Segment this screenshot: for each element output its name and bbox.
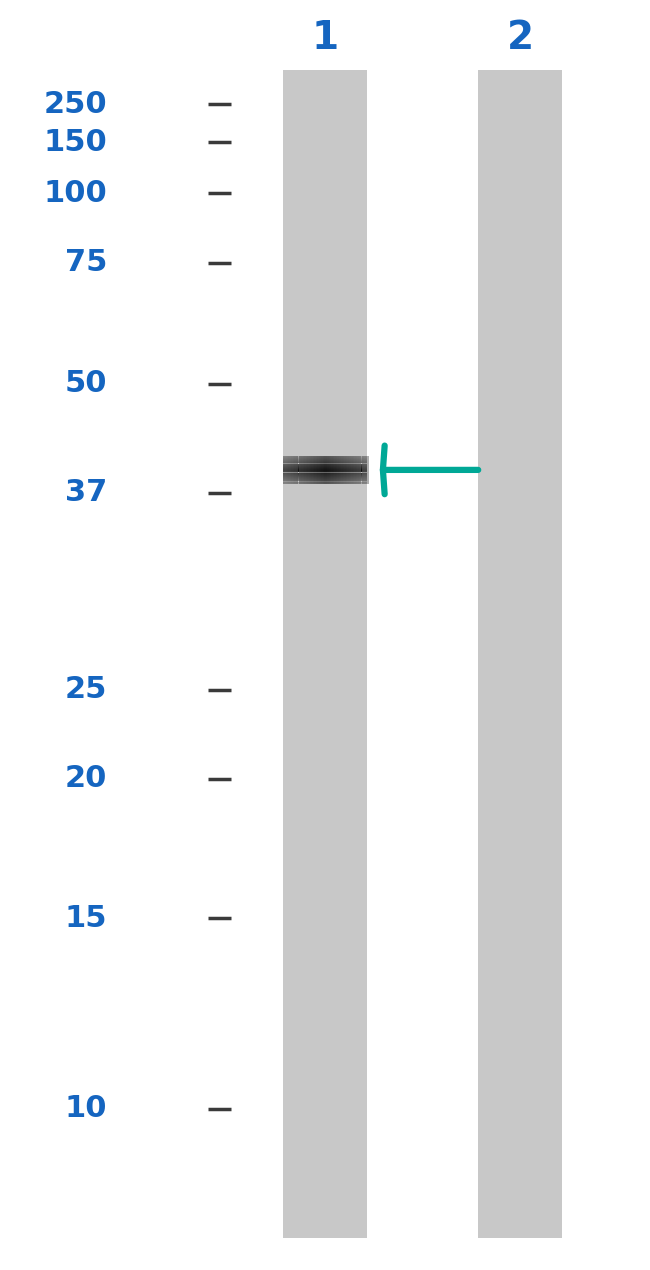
Bar (339, 456, 340, 484)
Bar (356, 456, 358, 484)
Text: 15: 15 (65, 904, 107, 932)
Bar (296, 456, 297, 484)
Bar (366, 456, 367, 484)
Bar (329, 456, 330, 484)
Bar (298, 456, 300, 484)
Bar (313, 456, 314, 484)
Bar (353, 456, 354, 484)
Bar (317, 456, 318, 484)
Bar (323, 456, 324, 484)
Bar (303, 456, 304, 484)
Text: 20: 20 (65, 765, 107, 792)
Bar (333, 456, 334, 484)
Bar (294, 456, 296, 484)
Bar (352, 456, 353, 484)
Bar (336, 456, 337, 484)
Bar (304, 456, 306, 484)
Bar (285, 456, 287, 484)
Bar (292, 456, 294, 484)
Bar (361, 456, 363, 484)
Bar (311, 456, 313, 484)
Text: 75: 75 (65, 249, 107, 277)
Bar (320, 456, 321, 484)
Bar (314, 456, 316, 484)
Text: 1: 1 (311, 19, 339, 57)
Text: 25: 25 (65, 676, 107, 704)
Bar (358, 456, 359, 484)
Bar (321, 456, 323, 484)
Bar (289, 456, 290, 484)
Bar (347, 456, 348, 484)
Text: 250: 250 (44, 90, 107, 118)
Bar (287, 456, 289, 484)
Bar (350, 456, 352, 484)
Text: 50: 50 (65, 370, 107, 398)
Text: 37: 37 (65, 479, 107, 507)
Bar (344, 456, 346, 484)
Bar (346, 456, 347, 484)
Bar (367, 456, 369, 484)
Bar (363, 456, 365, 484)
Bar (343, 456, 344, 484)
Bar (365, 456, 366, 484)
Bar (354, 456, 356, 484)
Text: 2: 2 (506, 19, 534, 57)
Bar (359, 456, 360, 484)
Text: 150: 150 (44, 128, 107, 156)
Bar (341, 456, 343, 484)
Bar (302, 456, 303, 484)
Bar (330, 456, 332, 484)
Bar (283, 456, 284, 484)
Bar (297, 456, 298, 484)
Bar (300, 456, 302, 484)
Bar (478, 70, 562, 1238)
Bar (332, 456, 333, 484)
Bar (334, 456, 335, 484)
Bar (340, 456, 341, 484)
Bar (326, 456, 327, 484)
Bar (283, 70, 367, 1238)
Bar (318, 456, 320, 484)
Bar (360, 456, 361, 484)
Bar (348, 456, 350, 484)
Bar (307, 456, 309, 484)
Text: 10: 10 (65, 1095, 107, 1123)
Bar (316, 456, 317, 484)
Bar (324, 456, 326, 484)
Bar (290, 456, 291, 484)
Bar (337, 456, 339, 484)
Text: 100: 100 (44, 179, 107, 207)
Bar (306, 456, 307, 484)
Bar (309, 456, 310, 484)
Bar (327, 456, 328, 484)
Bar (291, 456, 292, 484)
Bar (284, 456, 285, 484)
Bar (310, 456, 311, 484)
